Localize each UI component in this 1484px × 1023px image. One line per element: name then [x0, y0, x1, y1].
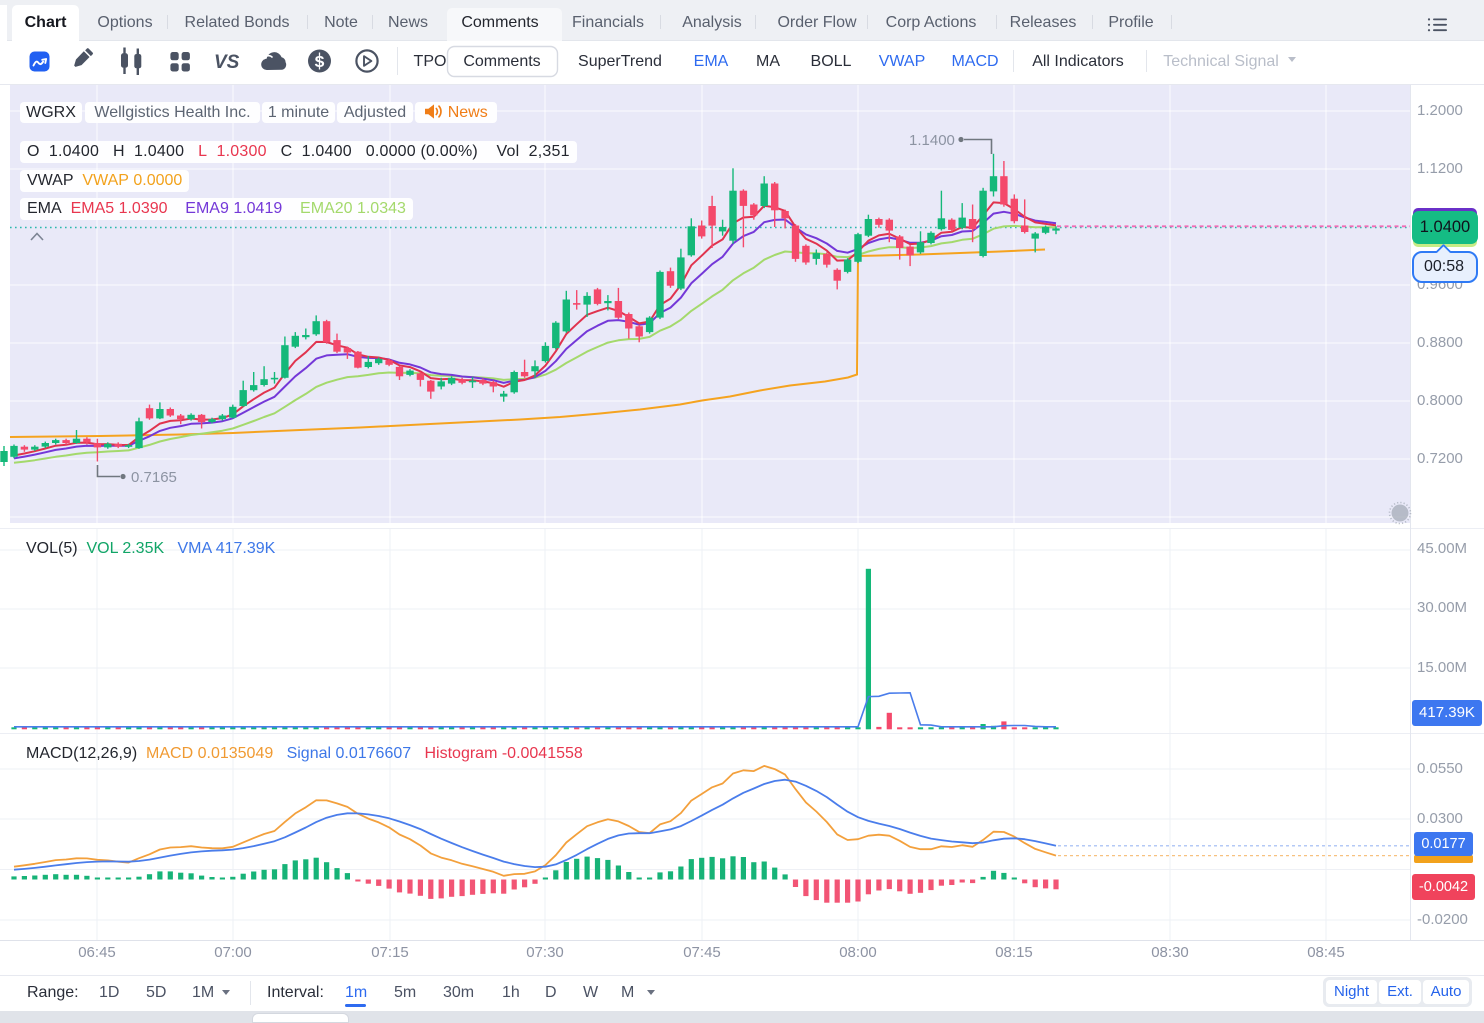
svg-text:VS: VS [214, 52, 240, 73]
